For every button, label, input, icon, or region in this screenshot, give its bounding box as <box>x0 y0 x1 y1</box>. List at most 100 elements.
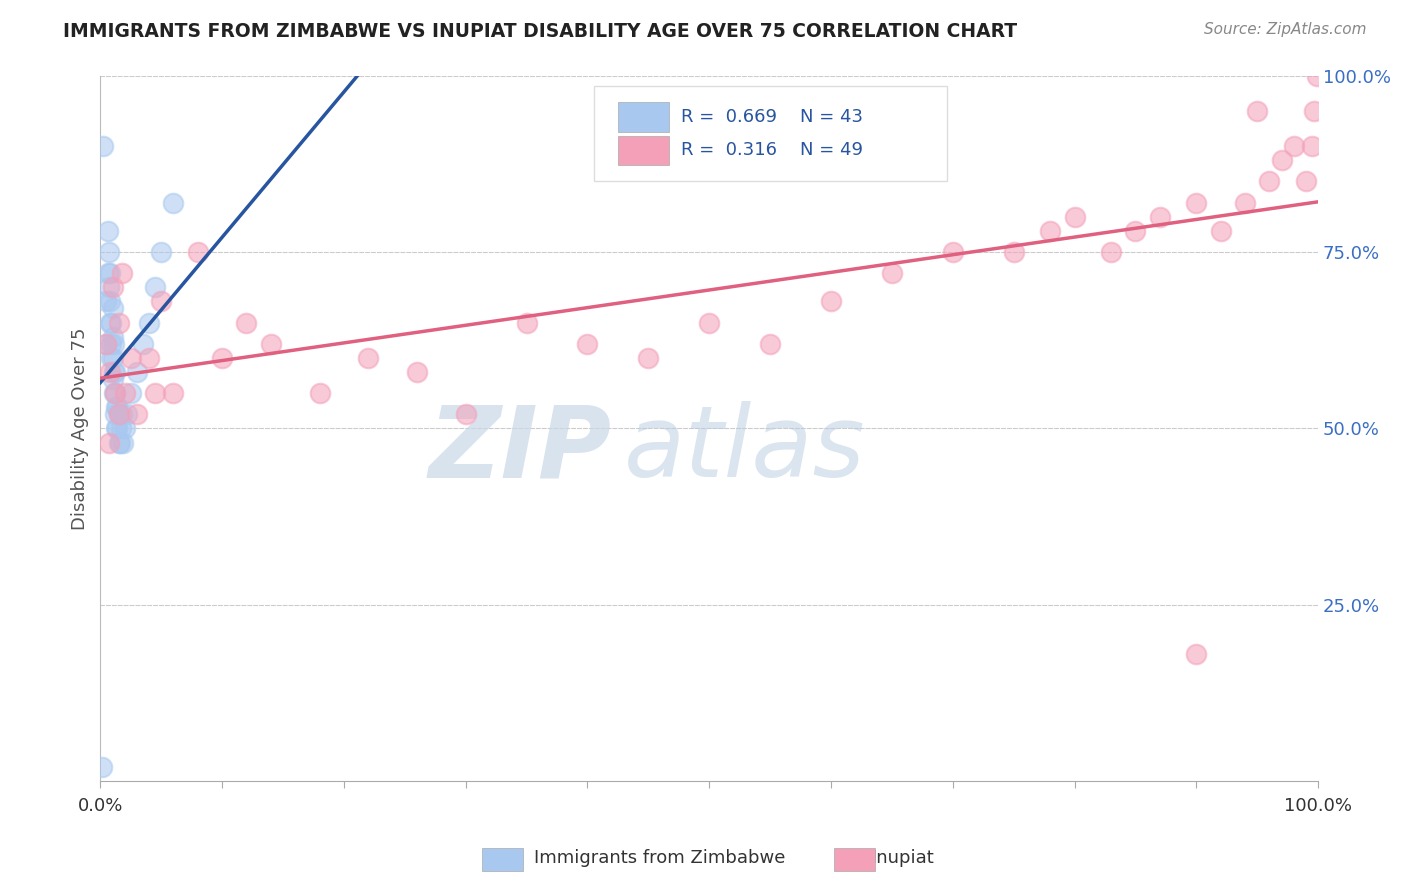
Point <box>697 316 720 330</box>
FancyBboxPatch shape <box>617 136 669 165</box>
Text: atlas: atlas <box>624 401 866 498</box>
Point <box>101 351 124 365</box>
Point <box>98 266 121 280</box>
Point <box>1099 244 1122 259</box>
Text: R =  0.669    N = 43: R = 0.669 N = 43 <box>682 108 863 126</box>
Point <box>132 336 155 351</box>
Point <box>150 294 173 309</box>
Point <box>1063 210 1085 224</box>
Point <box>576 336 599 351</box>
Point <box>1002 244 1025 259</box>
Point <box>98 365 121 379</box>
Point <box>105 401 128 415</box>
Point <box>110 421 132 435</box>
Point <box>150 244 173 259</box>
Point <box>108 435 131 450</box>
FancyBboxPatch shape <box>593 87 946 181</box>
Point <box>454 407 477 421</box>
Text: Immigrants from Zimbabwe: Immigrants from Zimbabwe <box>534 849 786 867</box>
Point <box>1234 195 1257 210</box>
Point <box>1149 210 1171 224</box>
Point <box>406 365 429 379</box>
Point <box>107 316 129 330</box>
Point <box>97 244 120 259</box>
Point <box>103 336 125 351</box>
Point <box>125 365 148 379</box>
Point <box>98 316 121 330</box>
Point <box>104 365 127 379</box>
Text: ZIP: ZIP <box>429 401 612 498</box>
Point <box>120 351 142 365</box>
Point <box>1125 224 1147 238</box>
Point <box>120 386 142 401</box>
Point <box>308 386 330 401</box>
Point <box>125 407 148 421</box>
Point <box>357 351 380 365</box>
Y-axis label: Disability Age Over 75: Disability Age Over 75 <box>72 327 89 530</box>
Point <box>820 294 842 309</box>
Point <box>101 301 124 316</box>
Point <box>101 329 124 343</box>
Point <box>211 351 233 365</box>
Point <box>1039 224 1062 238</box>
Point <box>138 351 160 365</box>
Point <box>162 195 184 210</box>
Point <box>104 386 127 401</box>
Point <box>162 386 184 401</box>
Point <box>1258 174 1281 188</box>
Point <box>98 294 121 309</box>
Point <box>97 435 120 450</box>
Point <box>115 407 138 421</box>
Point <box>101 372 124 386</box>
Point <box>1282 139 1305 153</box>
Point <box>187 244 209 259</box>
Point <box>138 316 160 330</box>
Point <box>97 266 120 280</box>
Point <box>104 407 127 421</box>
Point <box>100 336 122 351</box>
Point <box>103 386 125 401</box>
Point <box>100 316 122 330</box>
Point <box>100 351 122 365</box>
Point <box>516 316 538 330</box>
Point <box>97 280 120 294</box>
Point <box>90 760 112 774</box>
Text: Source: ZipAtlas.com: Source: ZipAtlas.com <box>1204 22 1367 37</box>
Point <box>880 266 903 280</box>
Point <box>105 421 128 435</box>
Point <box>96 336 118 351</box>
Point <box>96 336 118 351</box>
Text: Inupiat: Inupiat <box>872 849 935 867</box>
Point <box>1185 195 1208 210</box>
Point <box>112 435 135 450</box>
Point <box>143 386 166 401</box>
Point <box>1303 103 1326 118</box>
Text: R =  0.316    N = 49: R = 0.316 N = 49 <box>682 141 863 160</box>
Point <box>101 280 124 294</box>
Point <box>103 365 125 379</box>
Point <box>1185 647 1208 661</box>
Point <box>96 294 118 309</box>
Point <box>105 401 128 415</box>
Point <box>1209 224 1232 238</box>
Point <box>105 421 128 435</box>
Point <box>1306 69 1329 83</box>
Point <box>1246 103 1268 118</box>
Point <box>1295 174 1317 188</box>
Point <box>91 139 114 153</box>
Point <box>759 336 782 351</box>
Point <box>107 407 129 421</box>
Point <box>97 224 120 238</box>
Point <box>637 351 659 365</box>
Point <box>235 316 257 330</box>
Text: IMMIGRANTS FROM ZIMBABWE VS INUPIAT DISABILITY AGE OVER 75 CORRELATION CHART: IMMIGRANTS FROM ZIMBABWE VS INUPIAT DISA… <box>63 22 1018 41</box>
Point <box>1271 153 1294 168</box>
Point <box>107 435 129 450</box>
Point <box>104 386 127 401</box>
Point <box>1301 139 1323 153</box>
Point <box>114 386 136 401</box>
Point <box>111 407 134 421</box>
Point <box>111 266 134 280</box>
Point <box>942 244 965 259</box>
Point <box>260 336 283 351</box>
